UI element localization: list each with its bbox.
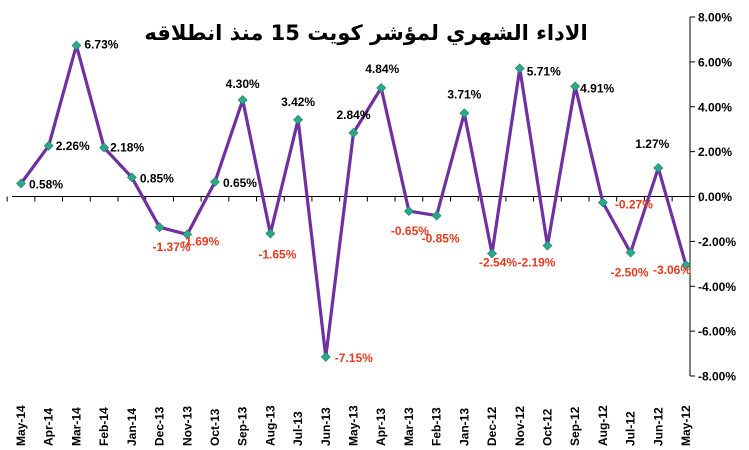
data-point-marker bbox=[487, 248, 497, 259]
data-points bbox=[16, 40, 691, 362]
x-tick-label: Mar-14 bbox=[69, 407, 83, 446]
x-tick-label: Sep-12 bbox=[568, 406, 582, 446]
x-tick-label: Feb-14 bbox=[97, 407, 111, 446]
data-labels: 0.58% 2.26% 6.73% 2.18% 0.85% -1.37%-1.69% 0.6… bbox=[29, 37, 691, 364]
x-tick-label: Mar-13 bbox=[402, 407, 416, 446]
x-tick-label: Oct-12 bbox=[540, 408, 554, 446]
data-point-marker bbox=[681, 260, 691, 271]
x-tick-label: Aug-12 bbox=[596, 405, 610, 446]
data-label: 2.84% bbox=[336, 108, 370, 122]
data-point-marker bbox=[348, 127, 359, 138]
data-label: 3.71% bbox=[447, 87, 481, 101]
x-tick-label: Jan-13 bbox=[457, 408, 471, 446]
data-point-marker bbox=[597, 197, 608, 208]
data-label: -3.06% bbox=[653, 263, 691, 277]
data-point-marker bbox=[293, 114, 304, 125]
data-label: 0.58% bbox=[29, 177, 63, 191]
data-label: 4.91% bbox=[580, 81, 614, 95]
x-tick-label: Nov-12 bbox=[513, 406, 527, 446]
x-tick-label: Jan-14 bbox=[125, 408, 139, 446]
x-tick-label: Jun-13 bbox=[319, 407, 333, 446]
data-point-marker bbox=[459, 108, 470, 119]
axes bbox=[6, 17, 701, 376]
data-label: -1.69% bbox=[181, 234, 219, 248]
data-point-marker bbox=[99, 142, 110, 153]
data-point-marker bbox=[625, 247, 636, 258]
y-axis-ticks: 8.00% 6.00% 4.00% 2.00% 0.00% -2.00% -4.00% -6.… bbox=[690, 11, 736, 384]
x-tick-label: Dec-13 bbox=[153, 406, 167, 446]
data-label: -1.37% bbox=[153, 240, 191, 254]
data-point-marker bbox=[182, 229, 193, 240]
data-point-marker bbox=[71, 40, 82, 51]
chart-title: الاداء الشهري لمؤشر كويت 15 منذ انطلاقه bbox=[144, 21, 587, 46]
y-tick-label: -4.00% bbox=[698, 280, 736, 294]
x-tick-label: May-12 bbox=[679, 405, 693, 446]
data-label: 2.26% bbox=[56, 139, 90, 153]
data-label: 5.71% bbox=[527, 64, 561, 78]
data-point-marker bbox=[210, 176, 220, 187]
x-tick-label: May-13 bbox=[347, 405, 361, 446]
data-point-marker bbox=[265, 228, 276, 239]
y-tick-label: -8.00% bbox=[698, 370, 736, 384]
data-point-marker bbox=[431, 210, 442, 221]
data-point-marker bbox=[542, 240, 553, 251]
x-tick-label: Nov-13 bbox=[180, 406, 194, 446]
y-tick-label: 0.00% bbox=[698, 190, 732, 204]
data-point-marker bbox=[126, 172, 137, 183]
data-label: -0.65% bbox=[391, 224, 429, 238]
data-label: 3.42% bbox=[281, 95, 315, 109]
data-point-marker bbox=[376, 82, 387, 93]
data-label: 0.65% bbox=[223, 176, 257, 190]
x-tick-label: Oct-13 bbox=[208, 408, 222, 446]
x-tick-label: Apr-13 bbox=[374, 408, 388, 446]
data-label: 4.30% bbox=[226, 77, 260, 91]
data-point-marker bbox=[653, 163, 664, 173]
x-tick-label: Sep-13 bbox=[236, 406, 250, 446]
x-tick-label: Feb-13 bbox=[430, 407, 444, 446]
data-label: -0.27% bbox=[615, 198, 653, 212]
x-tick-label: Apr-14 bbox=[42, 408, 56, 446]
y-tick-label: 4.00% bbox=[698, 100, 732, 114]
x-tick-label: Jul-12 bbox=[624, 411, 638, 446]
y-tick-label: 8.00% bbox=[698, 11, 732, 25]
data-label: -1.65% bbox=[258, 248, 296, 262]
y-tick-label: -6.00% bbox=[698, 325, 736, 339]
data-label: 6.73% bbox=[84, 37, 118, 51]
data-label: 2.18% bbox=[110, 141, 144, 155]
x-tick-label: Jun-12 bbox=[651, 407, 665, 446]
data-point-marker bbox=[570, 81, 581, 92]
data-point-marker bbox=[320, 352, 331, 362]
y-tick-label: 2.00% bbox=[698, 145, 732, 159]
data-label: -7.15% bbox=[335, 351, 373, 365]
data-point-marker bbox=[16, 178, 26, 189]
y-tick-label: 6.00% bbox=[698, 55, 732, 69]
x-tick-label: May-14 bbox=[14, 405, 28, 446]
data-label: 1.27% bbox=[635, 137, 669, 151]
data-label: -2.54% bbox=[479, 255, 517, 269]
data-point-marker bbox=[514, 63, 525, 74]
y-tick-label: -2.00% bbox=[698, 235, 736, 249]
data-label: -2.50% bbox=[611, 266, 649, 280]
data-label: -2.19% bbox=[517, 256, 555, 270]
data-label: -0.85% bbox=[422, 232, 460, 246]
x-tick-label: Jul-13 bbox=[291, 411, 305, 446]
x-tick-label: Aug-13 bbox=[263, 405, 277, 446]
x-axis-ticks: May-14 Apr-14 Mar-14 Feb-14 Jan-14 Dec-13 Nov-… bbox=[14, 405, 693, 446]
x-tick-label: Dec-12 bbox=[485, 406, 499, 446]
data-label: 0.85% bbox=[140, 171, 174, 185]
data-point-marker bbox=[403, 206, 414, 217]
data-point-marker bbox=[43, 140, 54, 151]
data-label: 4.84% bbox=[365, 62, 399, 76]
data-point-marker bbox=[237, 95, 248, 105]
data-point-marker bbox=[154, 222, 165, 233]
